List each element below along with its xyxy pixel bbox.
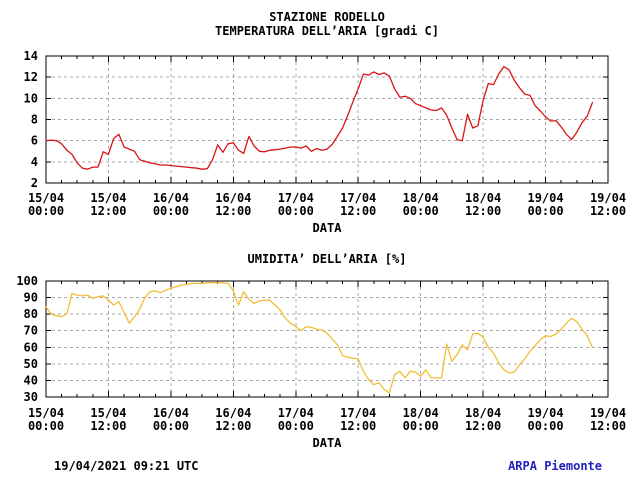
- y-tick-label: 6: [31, 134, 38, 148]
- x-tick-label-time: 12:00: [215, 204, 251, 218]
- hum-chart-title: UMIDITA’ DELL’ARIA [%]: [247, 252, 407, 266]
- y-tick-label: 2: [31, 176, 38, 190]
- hum-xaxis-title: DATA: [312, 436, 342, 450]
- plot-border: [45, 280, 609, 398]
- x-tick-label-date: 17/04: [278, 406, 314, 420]
- x-tick-label-date: 19/04: [527, 191, 563, 205]
- x-tick-label-time: 12:00: [590, 419, 626, 433]
- x-tick-label-time: 12:00: [465, 419, 501, 433]
- y-tick-label: 8: [31, 113, 38, 127]
- x-tick-label-time: 00:00: [28, 204, 64, 218]
- x-tick-label-date: 19/04: [590, 191, 626, 205]
- x-tick-label-date: 16/04: [153, 191, 189, 205]
- x-tick-label-time: 00:00: [153, 419, 189, 433]
- x-tick-label-time: 00:00: [278, 204, 314, 218]
- y-tick-label: 90: [24, 291, 38, 305]
- x-tick-label-time: 00:00: [278, 419, 314, 433]
- x-tick-label-date: 15/04: [28, 406, 64, 420]
- x-tick-label-time: 12:00: [590, 204, 626, 218]
- timestamp-label: 19/04/2021 09:21 UTC: [54, 459, 199, 473]
- x-tick-label-date: 17/04: [278, 191, 314, 205]
- y-tick-label: 4: [31, 155, 38, 169]
- x-tick-label-date: 16/04: [215, 191, 251, 205]
- x-tick-label-date: 18/04: [403, 406, 439, 420]
- x-tick-label-date: 15/04: [28, 191, 64, 205]
- plot-border: [45, 55, 609, 184]
- y-tick-label: 50: [24, 357, 38, 371]
- y-tick-label: 60: [24, 340, 38, 354]
- x-tick-label-date: 19/04: [527, 406, 563, 420]
- y-tick-label: 100: [16, 274, 38, 288]
- x-tick-label-date: 17/04: [340, 406, 376, 420]
- x-tick-label-time: 12:00: [340, 419, 376, 433]
- x-tick-label-time: 12:00: [90, 419, 126, 433]
- y-tick-label: 80: [24, 307, 38, 321]
- station-title: STAZIONE RODELLO: [269, 10, 385, 24]
- x-tick-label-date: 15/04: [90, 406, 126, 420]
- x-tick-label-time: 00:00: [403, 419, 439, 433]
- x-tick-label-time: 00:00: [28, 419, 64, 433]
- x-tick-label-time: 00:00: [527, 204, 563, 218]
- umidita-aria-line: [45, 282, 594, 394]
- x-tick-label-time: 12:00: [340, 204, 376, 218]
- x-tick-label-time: 00:00: [403, 204, 439, 218]
- x-tick-label-time: 00:00: [153, 204, 189, 218]
- y-tick-label: 10: [24, 91, 38, 105]
- x-tick-label-date: 17/04: [340, 191, 376, 205]
- x-tick-label-date: 15/04: [90, 191, 126, 205]
- x-tick-label-date: 18/04: [403, 191, 439, 205]
- x-tick-label-date: 16/04: [215, 406, 251, 420]
- x-tick-label-time: 12:00: [215, 419, 251, 433]
- y-tick-label: 14: [24, 49, 38, 63]
- x-tick-label-time: 12:00: [465, 204, 501, 218]
- y-tick-label: 30: [24, 390, 38, 404]
- x-tick-label-date: 18/04: [465, 406, 501, 420]
- temp-chart-title: TEMPERATURA DELL’ARIA [gradi C]: [215, 24, 439, 38]
- x-tick-label-time: 00:00: [527, 419, 563, 433]
- x-tick-label-date: 19/04: [590, 406, 626, 420]
- x-tick-label-time: 12:00: [90, 204, 126, 218]
- y-tick-label: 40: [24, 373, 38, 387]
- temp-xaxis-title: DATA: [312, 221, 342, 235]
- x-tick-label-date: 16/04: [153, 406, 189, 420]
- temperatura-aria-line: [45, 65, 594, 170]
- y-tick-label: 70: [24, 324, 38, 338]
- x-tick-label-date: 18/04: [465, 191, 501, 205]
- y-tick-label: 12: [24, 70, 38, 84]
- brand-label: ARPA Piemonte: [508, 459, 602, 473]
